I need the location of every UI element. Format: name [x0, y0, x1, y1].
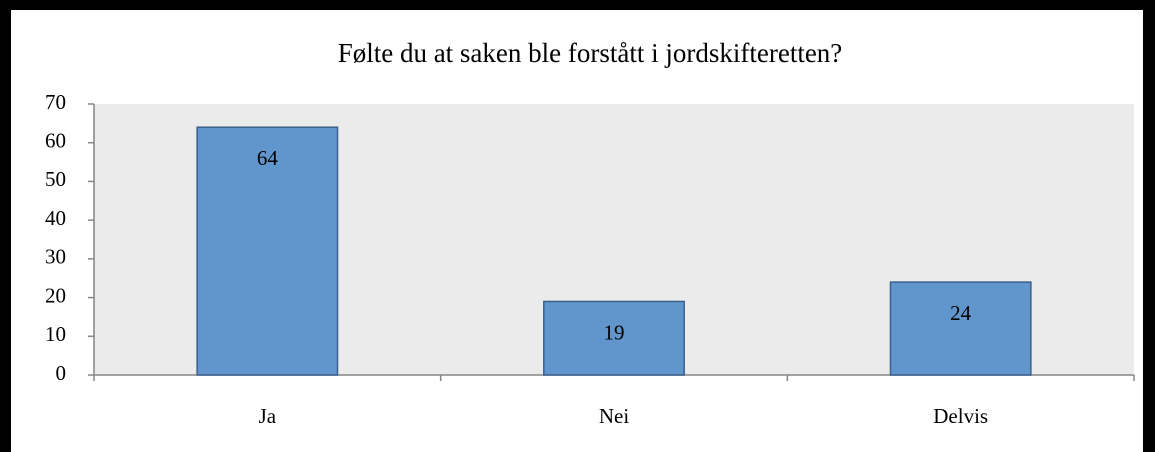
- frame-right: [1143, 0, 1155, 452]
- bar: [889, 281, 1032, 376]
- data-label: 19: [604, 320, 625, 344]
- frame-top: [0, 0, 1155, 10]
- y-tick-label: 20: [45, 283, 66, 307]
- y-tick-label: 40: [45, 206, 66, 230]
- x-tick-label: Ja: [259, 404, 277, 428]
- frame-left: [0, 0, 11, 452]
- data-label: 64: [257, 146, 279, 170]
- y-tick-label: 30: [45, 245, 66, 269]
- bar: [196, 126, 339, 376]
- y-tick-label: 50: [45, 167, 66, 191]
- y-tick-label: 60: [45, 129, 66, 153]
- y-tick-label: 0: [56, 361, 67, 385]
- x-tick-label: Delvis: [933, 404, 988, 428]
- y-tick-label: 70: [45, 90, 66, 114]
- x-tick-label: Nei: [599, 404, 629, 428]
- bar: [543, 300, 685, 376]
- y-tick-label: 10: [45, 322, 66, 346]
- data-label: 24: [950, 301, 972, 325]
- chart-title: Følte du at saken ble forstått i jordski…: [338, 38, 843, 68]
